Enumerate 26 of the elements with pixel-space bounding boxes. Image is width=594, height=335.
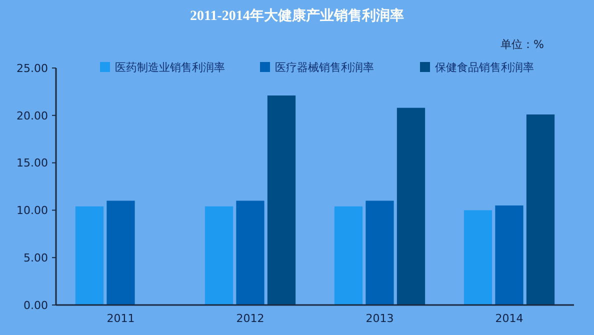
- bar: [106, 200, 135, 305]
- x-tick-label: 2014: [495, 312, 524, 325]
- y-tick-label: 0.00: [24, 298, 48, 312]
- bar: [204, 206, 234, 305]
- bar: [267, 95, 296, 305]
- legend-label: 医疗器械销售利润率: [275, 61, 374, 74]
- y-tick-label: 5.00: [24, 251, 48, 264]
- bar: [396, 108, 426, 305]
- y-tick-label: 20.00: [16, 109, 48, 122]
- bar: [366, 200, 394, 305]
- x-tick-label: 2012: [236, 312, 264, 325]
- text: 单位：%: [500, 38, 544, 51]
- legend-label: 保健食品销售利润率: [435, 61, 534, 74]
- y-tick-label: 10.00: [16, 204, 48, 218]
- chart-title: 2011-2014年大健康产业销售利润率: [190, 7, 404, 24]
- y-tick-label: 25.00: [16, 62, 48, 75]
- bar: [75, 206, 104, 305]
- bar: [526, 114, 555, 305]
- bar: [334, 206, 363, 305]
- x-tick-label: 2013: [366, 312, 394, 325]
- y-tick-label: 15.00: [16, 156, 48, 170]
- bar: [236, 200, 264, 305]
- legend-label: 医药制造业销售利润率: [115, 61, 225, 74]
- bar: [464, 210, 492, 305]
- x-tick-label: 2011: [106, 312, 135, 325]
- bar: [495, 205, 524, 305]
